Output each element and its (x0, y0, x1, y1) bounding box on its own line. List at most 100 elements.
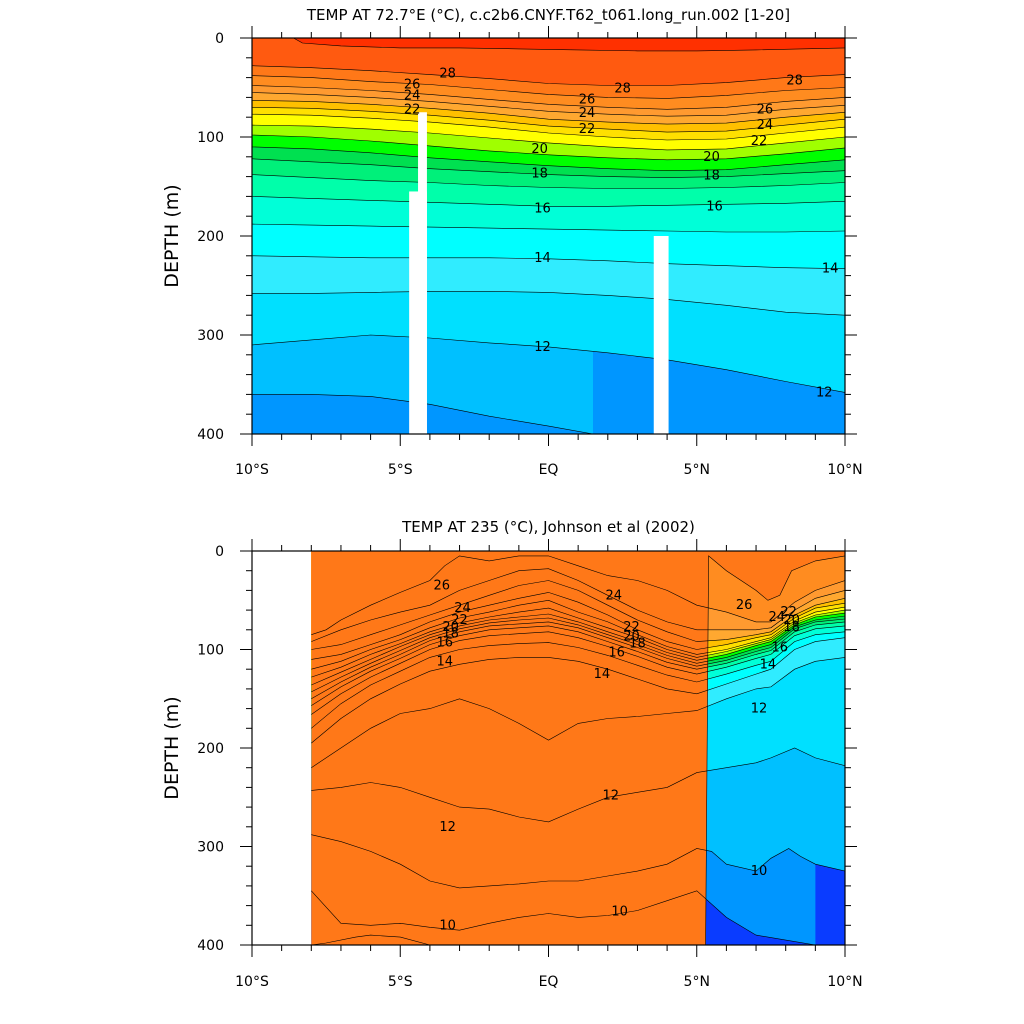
contour-label: 14 (594, 667, 611, 682)
y-tick-label: 400 (197, 938, 224, 954)
contour-label: 20 (623, 630, 640, 645)
isotherm-line-13 (252, 291, 845, 316)
isotherm-line-16 (252, 196, 845, 207)
contour-label: 12 (439, 820, 456, 835)
contour-label: 18 (531, 167, 548, 182)
y-tick-label: 100 (197, 643, 224, 659)
contour-label: 22 (780, 605, 797, 620)
contour-label: 10 (611, 905, 628, 920)
contour-label: 12 (751, 702, 768, 717)
contour-label: 22 (579, 122, 596, 137)
y-axis-label: DEPTH (m) (161, 184, 183, 287)
isotherm-line-24 (311, 580, 845, 650)
isotherm-line-14 (252, 255, 845, 269)
missing-data-gap (418, 112, 427, 434)
contour-label: 16 (706, 199, 723, 214)
chart-title: TEMP AT 72.7°E (°C), c.c2b6.CNYF.T62_t06… (306, 6, 790, 25)
contour-label: 18 (783, 620, 800, 635)
isotherm-line-11 (311, 834, 845, 889)
isotherm-line-21 (252, 124, 845, 151)
contour-label: 26 (757, 102, 774, 117)
contour-label: 26 (404, 78, 421, 93)
isotherm-line-14 (311, 637, 845, 744)
isotherm-line-26 (252, 85, 845, 110)
isotherm-line-23 (252, 107, 845, 133)
contour-label: 22 (451, 613, 468, 628)
isotherm-line-15 (252, 223, 845, 233)
contour-label: 26 (736, 598, 753, 613)
y-tick-label: 300 (197, 328, 224, 344)
contour-label: 18 (629, 637, 646, 652)
isotherm-line-27 (311, 555, 845, 945)
contour-label: 18 (703, 169, 720, 184)
contour-label: 18 (442, 627, 459, 642)
contour-label: 14 (436, 654, 453, 669)
isotherm-line-18 (252, 158, 845, 178)
x-tick-label: EQ (539, 974, 559, 990)
x-tick-label: 10°N (827, 974, 862, 990)
y-tick-label: 0 (215, 31, 224, 47)
isotherm-line-10 (311, 890, 816, 945)
isotherm-line-26 (311, 555, 845, 635)
contour-label: 26 (579, 92, 596, 107)
isotherm-line-12 (252, 334, 845, 393)
isotherm-line-28 (252, 65, 845, 86)
x-tick-label: 5°S (388, 974, 413, 990)
contour-label: 24 (769, 610, 786, 625)
isotherm-line-22 (311, 599, 845, 670)
contour-label: 24 (454, 601, 471, 616)
contour-label: 16 (771, 641, 788, 656)
isotherm-band-26 (311, 551, 845, 635)
contour-label: 14 (822, 262, 839, 277)
y-tick-label: 100 (197, 130, 224, 146)
isotherm-line-16 (311, 625, 845, 715)
y-tick-label: 200 (197, 741, 224, 757)
y-tick-label: 400 (197, 427, 224, 443)
x-tick-label: 10°S (235, 462, 269, 478)
contour-label: 16 (608, 645, 625, 660)
isotherm-line-19 (252, 146, 845, 172)
isotherm-line-18 (311, 618, 845, 700)
isotherm-line-22 (252, 113, 845, 141)
isotherm-line-19 (311, 615, 845, 693)
x-tick-label: 10°N (827, 462, 862, 478)
isotherm-line-27 (252, 75, 845, 99)
isotherm-line-20 (252, 134, 845, 161)
isotherm-line-17 (252, 174, 845, 189)
contour-label: 16 (436, 636, 453, 651)
contour-label: 14 (760, 657, 777, 672)
chart-title: TEMP AT 235 (°C), Johnson et al (2002) (401, 518, 695, 536)
contour-label: 12 (534, 340, 551, 355)
contour-label: 22 (751, 134, 768, 149)
isotherm-band-27 (311, 551, 845, 945)
contour-label: 20 (442, 620, 459, 635)
isotherm-line-25 (311, 568, 845, 642)
contour-label: 26 (433, 578, 450, 593)
contour-label: 12 (816, 385, 833, 400)
y-tick-label: 200 (197, 229, 224, 245)
contour-label: 28 (439, 67, 456, 82)
x-tick-label: 5°N (684, 974, 710, 990)
contour-label: 28 (614, 81, 631, 96)
contour-label: 24 (404, 88, 421, 103)
x-tick-label: 5°N (684, 462, 710, 478)
contour-label: 20 (703, 150, 720, 165)
contour-label: 16 (534, 201, 551, 216)
isotherm-line-17 (311, 621, 845, 706)
contour-label: 22 (623, 620, 640, 635)
isotherm-line-11 (252, 394, 594, 434)
isotherm-line-25 (252, 92, 845, 117)
isotherm-line-24 (252, 100, 845, 125)
x-tick-label: 10°S (235, 974, 269, 990)
contour-label: 10 (751, 864, 768, 879)
isotherm-line-29 (252, 38, 845, 52)
contour-label: 24 (605, 588, 622, 603)
contour-label: 10 (439, 918, 456, 933)
isotherm-line-23 (311, 592, 845, 660)
isotherm-line-13 (311, 657, 845, 768)
y-axis-label: DEPTH (m) (161, 696, 183, 799)
contour-label: 20 (783, 613, 800, 628)
